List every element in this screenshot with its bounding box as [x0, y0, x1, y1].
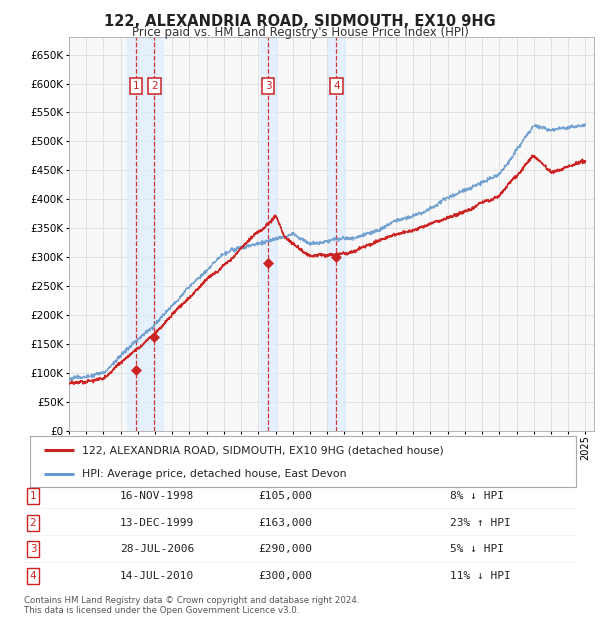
Text: 122, ALEXANDRIA ROAD, SIDMOUTH, EX10 9HG: 122, ALEXANDRIA ROAD, SIDMOUTH, EX10 9HG	[104, 14, 496, 29]
Text: 11% ↓ HPI: 11% ↓ HPI	[450, 571, 511, 581]
Text: 1: 1	[29, 491, 37, 501]
Bar	[146, 37, 163, 431]
Text: 3: 3	[265, 81, 271, 91]
Text: Contains HM Land Registry data © Crown copyright and database right 2024.: Contains HM Land Registry data © Crown c…	[24, 596, 359, 606]
Text: 2: 2	[29, 518, 37, 528]
Text: 1: 1	[133, 81, 139, 91]
Bar	[127, 37, 145, 431]
Text: 4: 4	[29, 571, 37, 581]
Text: 5% ↓ HPI: 5% ↓ HPI	[450, 544, 504, 554]
Text: 8% ↓ HPI: 8% ↓ HPI	[450, 491, 504, 501]
Bar	[260, 37, 277, 431]
Text: 3: 3	[29, 544, 37, 554]
Text: 16-NOV-1998: 16-NOV-1998	[120, 491, 194, 501]
Text: £105,000: £105,000	[258, 491, 312, 501]
Text: 14-JUL-2010: 14-JUL-2010	[120, 571, 194, 581]
Text: 122, ALEXANDRIA ROAD, SIDMOUTH, EX10 9HG (detached house): 122, ALEXANDRIA ROAD, SIDMOUTH, EX10 9HG…	[82, 445, 443, 455]
Text: 2: 2	[151, 81, 158, 91]
Text: £300,000: £300,000	[258, 571, 312, 581]
Text: £163,000: £163,000	[258, 518, 312, 528]
Text: This data is licensed under the Open Government Licence v3.0.: This data is licensed under the Open Gov…	[24, 606, 299, 616]
Text: 13-DEC-1999: 13-DEC-1999	[120, 518, 194, 528]
Text: 4: 4	[333, 81, 340, 91]
Text: Price paid vs. HM Land Registry's House Price Index (HPI): Price paid vs. HM Land Registry's House …	[131, 26, 469, 39]
Bar	[328, 37, 345, 431]
Text: HPI: Average price, detached house, East Devon: HPI: Average price, detached house, East…	[82, 469, 346, 479]
Text: £290,000: £290,000	[258, 544, 312, 554]
Text: 23% ↑ HPI: 23% ↑ HPI	[450, 518, 511, 528]
Text: 28-JUL-2006: 28-JUL-2006	[120, 544, 194, 554]
